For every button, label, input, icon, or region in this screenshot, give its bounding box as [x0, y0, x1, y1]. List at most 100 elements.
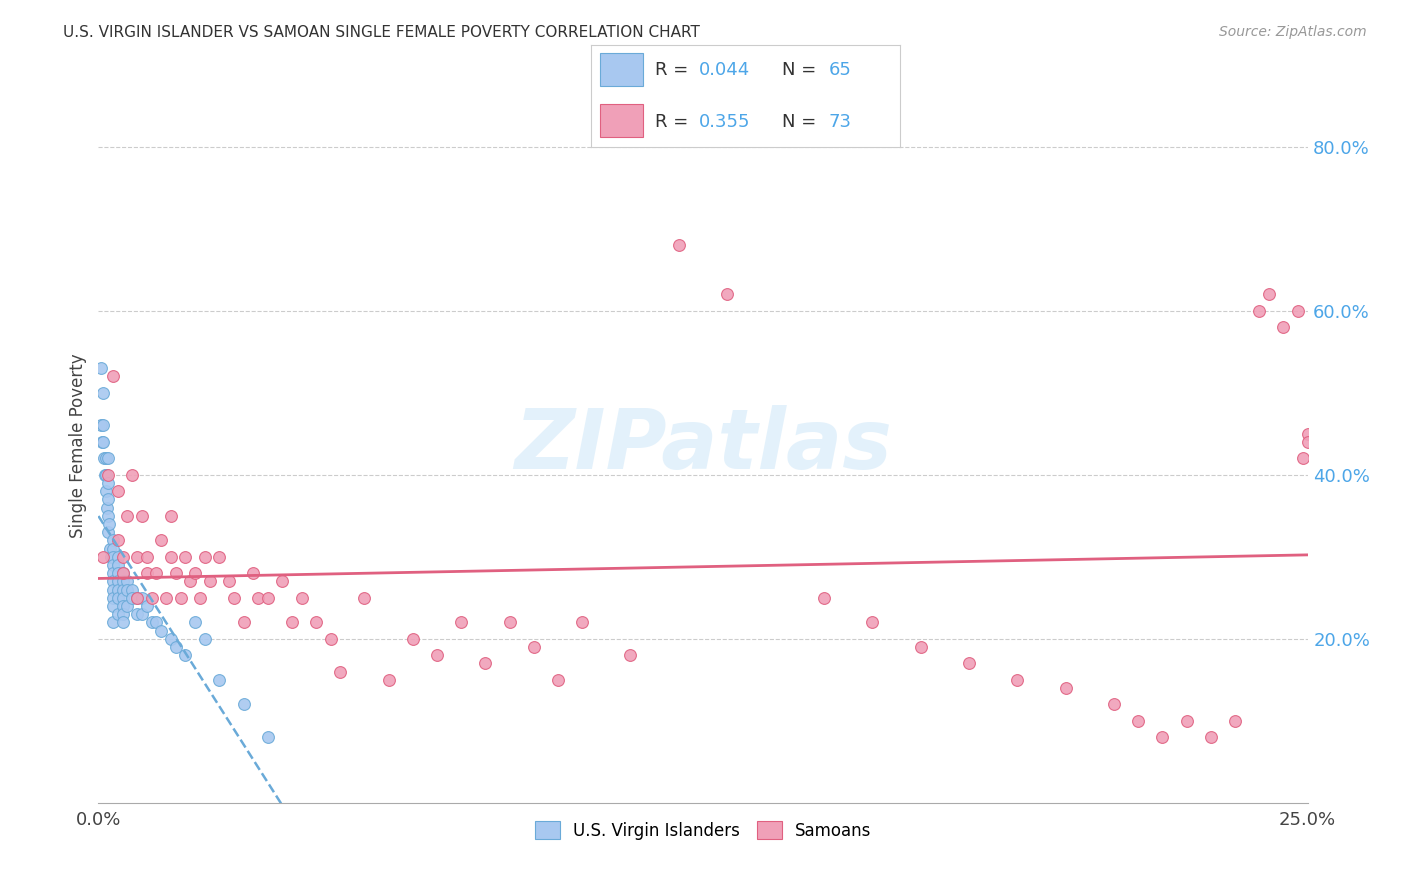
- Point: [305, 615, 328, 630]
- Y-axis label: Single Female Poverty: Single Female Poverty: [69, 354, 87, 538]
- Point: [1296, 434, 1319, 449]
- Point: [97, 492, 120, 507]
- Point: [127, 549, 149, 564]
- Point: [194, 549, 217, 564]
- Point: [247, 591, 270, 605]
- Point: [860, 615, 883, 630]
- Point: [194, 632, 217, 646]
- Point: [94, 484, 117, 499]
- Point: [155, 591, 177, 605]
- Point: [1175, 714, 1198, 728]
- Text: Source: ZipAtlas.com: Source: ZipAtlas.com: [1219, 25, 1367, 39]
- Point: [174, 648, 197, 662]
- Point: [101, 558, 124, 572]
- Point: [91, 385, 114, 400]
- Text: 73: 73: [828, 112, 852, 130]
- Point: [117, 582, 139, 597]
- Point: [101, 369, 124, 384]
- Point: [101, 541, 124, 556]
- Point: [160, 508, 183, 523]
- Point: [107, 484, 129, 499]
- Point: [121, 582, 143, 597]
- Point: [98, 541, 121, 556]
- Point: [184, 566, 207, 581]
- Text: R =: R =: [655, 112, 695, 130]
- Point: [208, 549, 231, 564]
- Text: 0.044: 0.044: [699, 62, 749, 79]
- Point: [141, 591, 163, 605]
- Text: N =: N =: [782, 112, 823, 130]
- Point: [98, 516, 121, 531]
- Point: [94, 451, 117, 466]
- Text: ZIPatlas: ZIPatlas: [515, 406, 891, 486]
- Point: [127, 591, 149, 605]
- Point: [1249, 303, 1271, 318]
- Point: [1272, 320, 1295, 334]
- Point: [96, 500, 118, 515]
- Point: [97, 451, 120, 466]
- Point: [101, 566, 124, 581]
- Point: [91, 434, 114, 449]
- Point: [121, 591, 143, 605]
- Point: [402, 632, 425, 646]
- Text: 65: 65: [828, 62, 852, 79]
- Point: [107, 566, 129, 581]
- Point: [160, 549, 183, 564]
- Point: [716, 287, 738, 301]
- Point: [571, 615, 593, 630]
- Point: [94, 467, 117, 482]
- Point: [101, 533, 124, 548]
- Point: [179, 574, 201, 589]
- Point: [101, 549, 124, 564]
- Point: [169, 591, 191, 605]
- Point: [329, 665, 352, 679]
- Point: [97, 467, 120, 482]
- Point: [101, 615, 124, 630]
- Point: [523, 640, 546, 654]
- Point: [127, 607, 149, 622]
- Point: [1128, 714, 1150, 728]
- Point: [1296, 426, 1319, 441]
- Point: [111, 582, 134, 597]
- Point: [101, 582, 124, 597]
- Text: 0.355: 0.355: [699, 112, 751, 130]
- Point: [100, 549, 122, 564]
- Point: [145, 615, 167, 630]
- Point: [957, 657, 980, 671]
- Point: [111, 599, 134, 613]
- Point: [93, 467, 115, 482]
- Point: [111, 566, 134, 581]
- Point: [97, 508, 120, 523]
- Point: [208, 673, 231, 687]
- Point: [1007, 673, 1029, 687]
- Point: [111, 615, 134, 630]
- Point: [121, 467, 143, 482]
- Point: [184, 615, 207, 630]
- Point: [111, 549, 134, 564]
- Point: [101, 599, 124, 613]
- Point: [242, 566, 264, 581]
- Bar: [600, 104, 643, 137]
- Point: [127, 591, 149, 605]
- Point: [101, 574, 124, 589]
- Point: [198, 574, 221, 589]
- Point: [141, 615, 163, 630]
- Point: [97, 475, 120, 490]
- Point: [1292, 451, 1315, 466]
- Point: [353, 591, 375, 605]
- Text: R =: R =: [655, 62, 695, 79]
- Point: [145, 566, 167, 581]
- Point: [150, 533, 173, 548]
- Point: [117, 599, 139, 613]
- Point: [107, 574, 129, 589]
- Point: [1152, 730, 1174, 744]
- Point: [547, 673, 569, 687]
- Point: [290, 591, 312, 605]
- Point: [319, 632, 342, 646]
- Point: [910, 640, 932, 654]
- Point: [91, 549, 114, 564]
- Point: [165, 566, 187, 581]
- Point: [619, 648, 641, 662]
- Point: [474, 657, 496, 671]
- Point: [107, 533, 129, 548]
